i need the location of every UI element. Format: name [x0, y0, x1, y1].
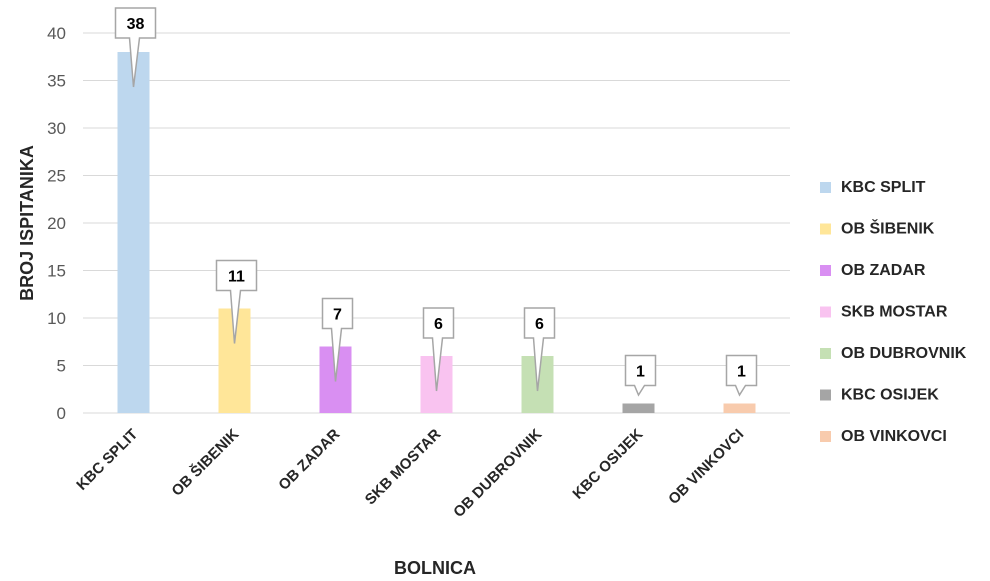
x-tick-label: SKB MOSTAR [362, 426, 445, 509]
data-label-callout: 7 [321, 297, 354, 382]
legend-label: OB ŠIBENIK [841, 219, 935, 238]
legend-label: KBC SPLIT [841, 179, 926, 196]
x-tick-label: OB ZADAR [275, 426, 343, 494]
legend-swatch [820, 182, 831, 193]
data-label: 7 [333, 307, 342, 324]
legend-label: OB VINKOVCI [841, 428, 947, 445]
legend-label: KBC OSIJEK [841, 387, 939, 404]
y-tick-label: 35 [47, 72, 66, 91]
y-tick-label: 25 [47, 167, 66, 186]
x-axis-title: BOLNICA [394, 558, 476, 578]
x-tick-label: KBC OSIJEK [569, 426, 646, 503]
callout-shape [114, 7, 157, 88]
legend-label: OB DUBROVNIK [841, 345, 967, 362]
data-label-callout: 1 [725, 354, 758, 397]
bars [117, 52, 756, 413]
bar [723, 403, 756, 413]
callout-shape [422, 307, 455, 392]
data-label: 6 [535, 316, 544, 333]
data-label: 6 [434, 316, 443, 333]
legend-item: OB VINKOVCI [820, 428, 947, 445]
legend: KBC SPLIT OB ŠIBENIK OB ZADAR SKB MOSTAR OB … [820, 179, 967, 445]
legend-label: SKB MOSTAR [841, 304, 948, 321]
data-label: 1 [636, 364, 645, 381]
bar [117, 52, 150, 413]
data-label-callout: 1 [624, 354, 657, 397]
legend-swatch [820, 223, 831, 235]
legend-item: OB ŠIBENIK [820, 219, 935, 238]
legend-item: OB DUBROVNIK [820, 345, 967, 362]
gridlines [83, 32, 790, 414]
x-tick-label: OB VINKOVCI [665, 426, 747, 508]
legend-item: OB ZADAR [820, 262, 926, 279]
y-axis-ticks: 0 5 10 15 20 25 30 35 40 [47, 24, 66, 423]
y-axis-title: BROJ ISPITANIKA [17, 145, 37, 301]
x-tick-label: KBC SPLIT [73, 426, 141, 494]
x-tick-label: OB DUBROVNIK [450, 426, 545, 521]
data-label-callout: 6 [523, 307, 556, 392]
y-tick-label: 15 [47, 262, 66, 281]
y-tick-label: 10 [47, 309, 66, 328]
data-label: 1 [737, 364, 746, 381]
y-tick-label: 0 [57, 404, 66, 423]
legend-swatch [820, 431, 831, 442]
data-label: 38 [127, 16, 145, 33]
bar [622, 403, 655, 413]
y-tick-label: 30 [47, 119, 66, 138]
legend-swatch [820, 306, 831, 318]
callout-shape [321, 297, 354, 382]
legend-swatch [820, 348, 831, 359]
x-axis-labels: KBC SPLIT OB ŠIBENIK OB ZADAR SKB MOSTAR OB … [73, 425, 747, 521]
y-tick-label: 40 [47, 24, 66, 43]
y-tick-label: 20 [47, 214, 66, 233]
legend-item: KBC SPLIT [820, 179, 926, 196]
legend-item: SKB MOSTAR [820, 304, 948, 321]
callout-shape [624, 354, 657, 397]
legend-label: OB ZADAR [841, 262, 926, 279]
y-tick-label: 5 [57, 357, 66, 376]
callout-shape [215, 259, 258, 344]
data-label-callout: 11 [215, 259, 258, 344]
data-label-callout: 38 [114, 7, 157, 88]
callout-shape [725, 354, 758, 397]
x-tick-label: OB ŠIBENIK [168, 425, 243, 500]
legend-item: KBC OSIJEK [820, 387, 939, 404]
callout-shape [523, 307, 556, 392]
data-label: 11 [228, 269, 245, 286]
data-label-callout: 6 [422, 307, 455, 392]
legend-swatch [820, 265, 831, 276]
legend-swatch [820, 389, 831, 401]
